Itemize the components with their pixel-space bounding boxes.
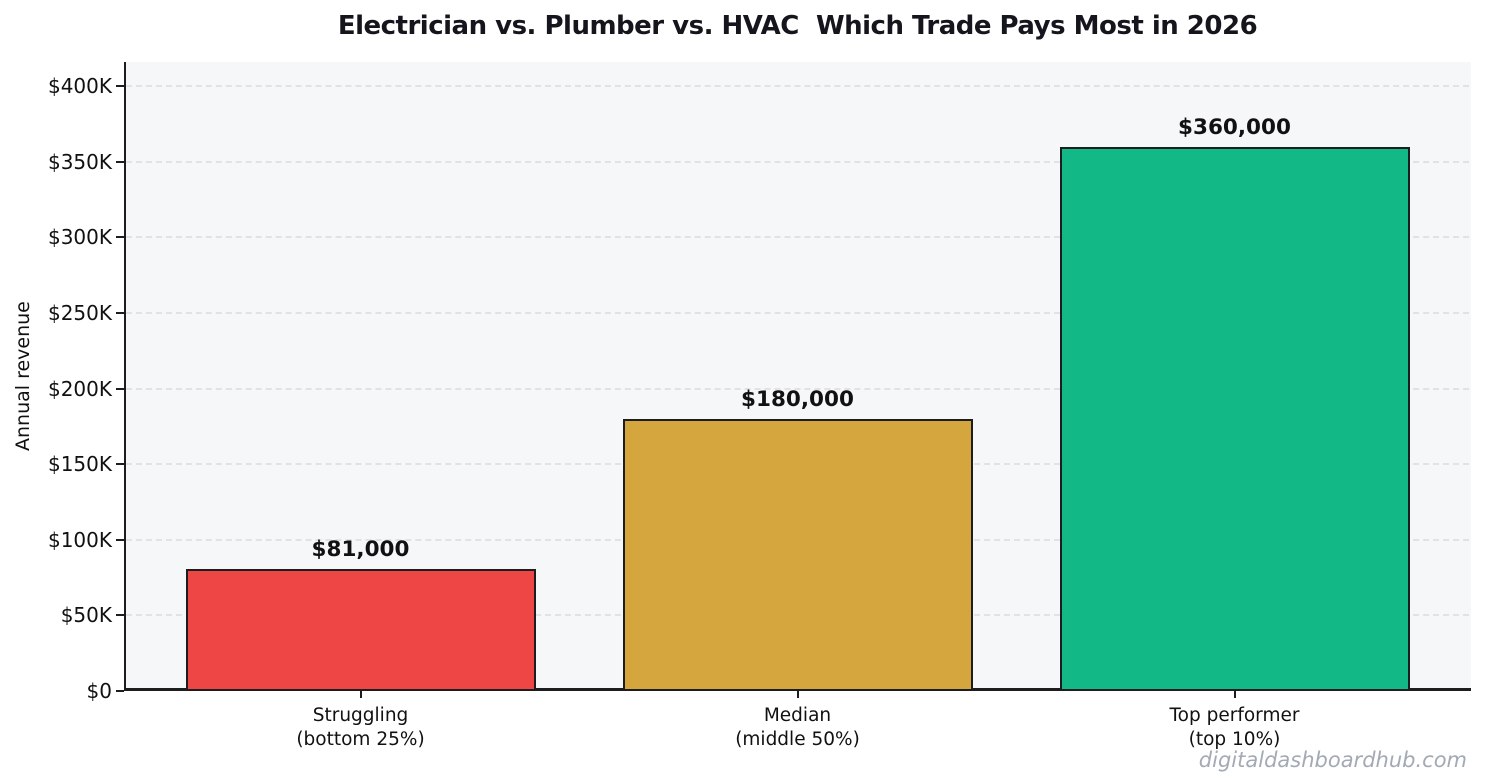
x-category-label-struggling: Struggling (bottom 25%) <box>141 704 581 752</box>
gridline <box>126 387 1469 390</box>
y-tick-label: $150K <box>47 452 112 477</box>
y-tick-label: $400K <box>47 74 112 99</box>
bar-median <box>622 418 973 691</box>
y-tick-mark <box>116 538 124 541</box>
gridline <box>126 311 1469 314</box>
gridline <box>126 160 1469 163</box>
x-category-label-top-performer: Top performer (top 10%) <box>1015 704 1455 752</box>
y-tick-label: $50K <box>60 603 112 628</box>
y-tick-label: $0 <box>86 679 112 703</box>
y-tick-label: $350K <box>47 149 112 174</box>
y-tick-mark <box>116 311 124 314</box>
y-tick-label: $200K <box>47 376 112 401</box>
y-tick-label: $300K <box>47 225 112 250</box>
x-category-label-line: (bottom 25%) <box>296 729 425 750</box>
y-tick-mark <box>116 387 124 390</box>
bar-top-performer <box>1059 146 1410 691</box>
y-tick-mark <box>116 690 124 692</box>
bar-struggling <box>185 568 536 691</box>
watermark-text: digitaldashboardhub.com <box>1198 748 1467 772</box>
y-tick-mark <box>116 236 124 239</box>
x-category-label-line: Struggling <box>312 705 409 726</box>
x-tick-mark <box>796 691 799 698</box>
y-tick-mark <box>116 160 124 163</box>
y-tick-label: $250K <box>47 300 112 325</box>
x-category-label-line: Top performer <box>1169 705 1300 726</box>
x-tick-mark <box>1233 691 1236 698</box>
bar-value-label-top-performer: $360,000 <box>1178 114 1291 140</box>
x-category-label-median: Median (middle 50%) <box>578 704 1018 752</box>
chart-title: Electrician vs. Plumber vs. HVAC Which T… <box>337 11 1258 41</box>
y-tick-mark <box>116 463 124 466</box>
gridline <box>126 85 1469 88</box>
x-tick-mark <box>359 691 362 698</box>
y-tick-mark <box>116 614 124 617</box>
bar-value-label-struggling: $81,000 <box>311 536 410 562</box>
x-category-label-line: (middle 50%) <box>735 729 860 750</box>
x-category-label-line: (top 10%) <box>1188 729 1281 750</box>
gridline <box>126 236 1469 239</box>
y-tick-mark <box>116 85 124 88</box>
y-tick-label: $100K <box>47 527 112 552</box>
bar-value-label-median: $180,000 <box>741 386 854 412</box>
x-category-label-line: Median <box>763 705 832 726</box>
